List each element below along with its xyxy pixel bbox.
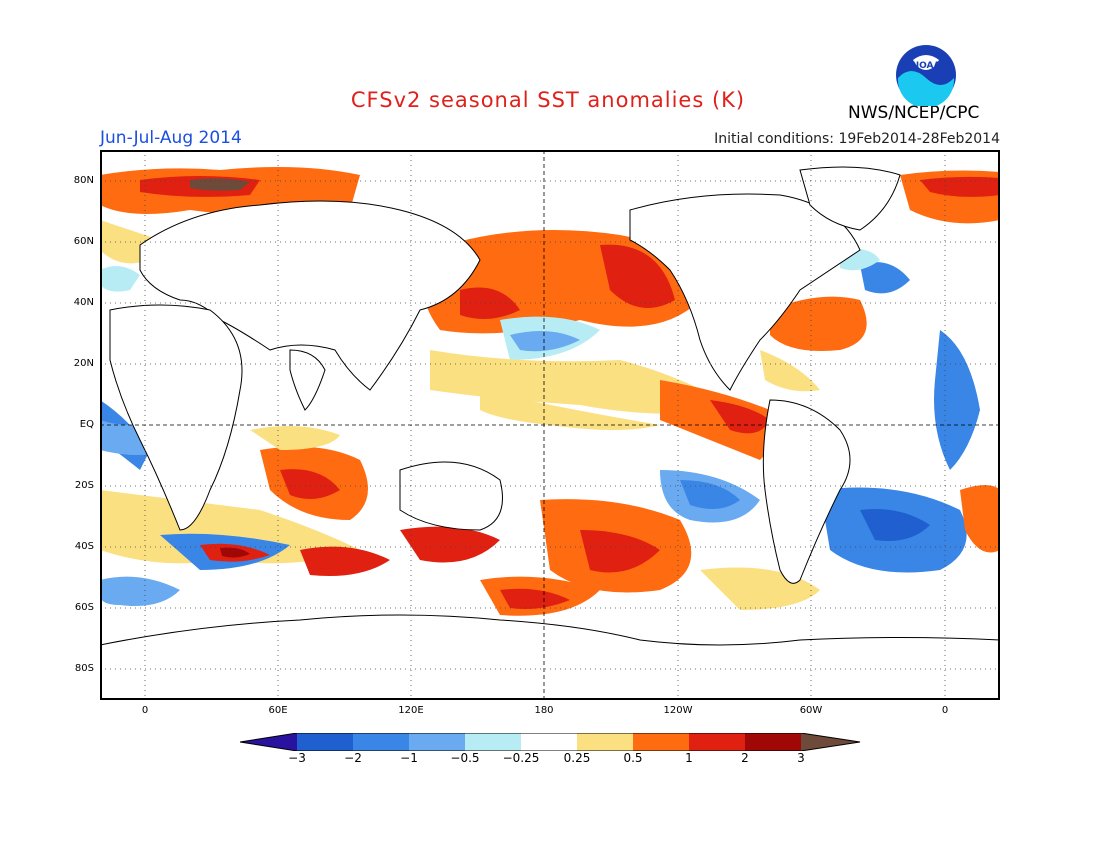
colorbar — [240, 733, 861, 751]
lat-label: 20N — [73, 358, 94, 369]
colorbar-label: −0.5 — [450, 751, 480, 765]
colorbar-swatch — [409, 733, 465, 751]
colorbar-swatch — [240, 733, 297, 751]
lat-label: EQ — [79, 419, 94, 430]
noaa-logo-text: NOAA — [912, 61, 941, 71]
colorbar-label: −0.25 — [502, 751, 540, 765]
north-america-land — [629, 193, 861, 391]
map-title: CFSv2 seasonal SST anomalies (K) — [350, 88, 746, 112]
noaa-logo-icon: NOAA — [896, 45, 956, 106]
antarctica-land — [100, 614, 1000, 700]
lon-label: 180 — [534, 705, 554, 716]
colorbar-label: −2 — [344, 751, 362, 765]
lon-label: 60E — [268, 705, 288, 716]
lon-label: 120E — [398, 705, 424, 716]
colorbar-label: 0.25 — [563, 751, 591, 765]
colorbar-swatch — [745, 733, 801, 751]
lon-label: 120W — [663, 705, 693, 716]
lon-label: 0 — [141, 705, 149, 716]
colorbar-swatch — [577, 733, 633, 751]
land-masses — [100, 166, 1000, 700]
colorbar-swatch — [521, 733, 577, 751]
reference-lines — [100, 150, 1000, 700]
lat-label: 80S — [74, 663, 94, 674]
lat-label: 40S — [74, 541, 94, 552]
australia-land — [399, 461, 503, 531]
greenland-land — [799, 166, 901, 231]
colorbar-label: −3 — [288, 751, 306, 765]
colorbar-swatch — [297, 733, 353, 751]
season-label: Jun-Jul-Aug 2014 — [100, 128, 242, 148]
colorbar-label: −1 — [400, 751, 418, 765]
lat-label: 20S — [74, 480, 94, 491]
india-land — [289, 349, 326, 411]
colorbar-swatch — [353, 733, 409, 751]
lat-label: 40N — [73, 297, 94, 308]
colorbar-swatch — [465, 733, 521, 751]
south-america-land — [762, 399, 851, 584]
lat-label: 60S — [74, 602, 94, 613]
colorbar-label: 0.5 — [623, 751, 643, 765]
colorbar-swatch — [689, 733, 745, 751]
colorbar-label: 3 — [797, 751, 805, 765]
sst-anomaly-map — [100, 150, 1000, 700]
colorbar-swatch — [801, 733, 860, 751]
lon-label: 0 — [941, 705, 949, 716]
anomaly-field — [100, 166, 1000, 616]
agency-label: NWS/NCEP/CPC — [848, 103, 980, 123]
colorbar-label: 1 — [685, 751, 693, 765]
africa-land — [109, 304, 243, 531]
lon-label: 60W — [799, 705, 823, 716]
lat-label: 60N — [73, 236, 94, 247]
initial-conditions-label: Initial conditions: 19Feb2014-28Feb2014 — [714, 131, 1000, 147]
colorbar-label: 2 — [741, 751, 749, 765]
colorbar-swatch — [633, 733, 689, 751]
lat-label: 80N — [73, 175, 94, 186]
map-frame — [100, 150, 1000, 700]
